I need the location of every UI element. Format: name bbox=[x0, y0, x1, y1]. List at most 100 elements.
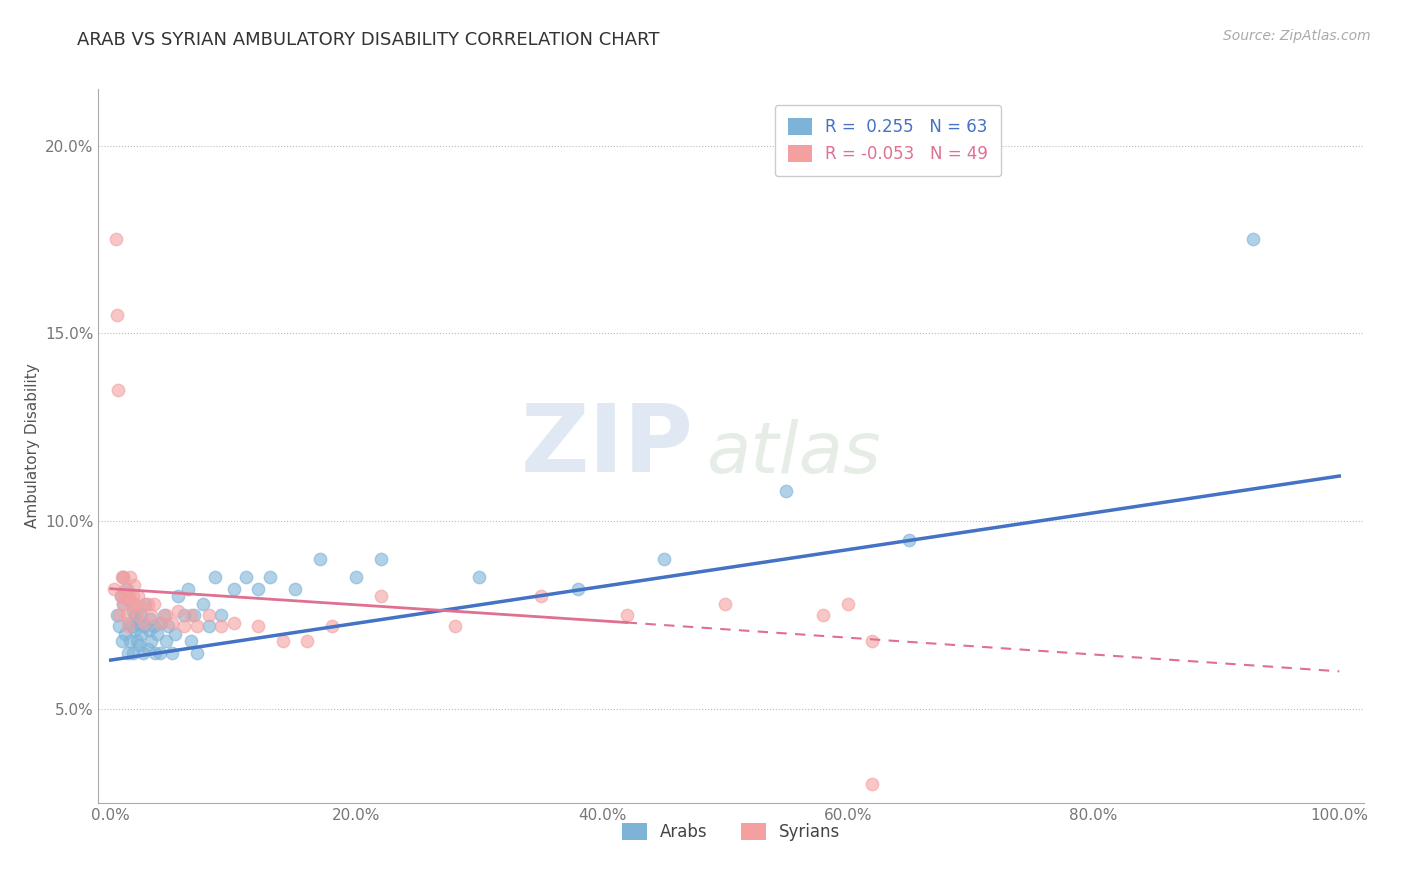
Point bbox=[173, 607, 195, 622]
Point bbox=[652, 551, 675, 566]
Point bbox=[127, 615, 149, 630]
Point bbox=[204, 570, 226, 584]
Point bbox=[115, 607, 138, 622]
Point bbox=[160, 615, 183, 630]
Point bbox=[131, 600, 153, 615]
Point bbox=[860, 634, 883, 648]
Y-axis label: Ambulatory Disability: Ambulatory Disability bbox=[25, 364, 39, 528]
Point bbox=[128, 638, 150, 652]
Point bbox=[131, 627, 153, 641]
Text: ARAB VS SYRIAN AMBULATORY DISABILITY CORRELATION CHART: ARAB VS SYRIAN AMBULATORY DISABILITY COR… bbox=[77, 31, 659, 49]
Point bbox=[143, 646, 166, 660]
Point bbox=[149, 646, 172, 660]
Point bbox=[222, 582, 245, 596]
Text: atlas: atlas bbox=[706, 418, 880, 488]
Point bbox=[124, 623, 146, 637]
Point bbox=[370, 551, 392, 566]
Point bbox=[247, 619, 270, 633]
Point bbox=[149, 615, 172, 630]
Point bbox=[132, 615, 155, 630]
Point bbox=[468, 570, 491, 584]
Point bbox=[180, 607, 202, 622]
Point bbox=[142, 619, 165, 633]
Point bbox=[120, 634, 142, 648]
Point bbox=[124, 607, 146, 622]
Point bbox=[714, 597, 737, 611]
Point bbox=[142, 597, 165, 611]
Point bbox=[141, 634, 163, 648]
Point bbox=[530, 589, 553, 603]
Point bbox=[1241, 232, 1264, 246]
Point bbox=[167, 589, 190, 603]
Point bbox=[173, 619, 195, 633]
Point bbox=[146, 627, 169, 641]
Point bbox=[180, 634, 202, 648]
Point bbox=[120, 570, 142, 584]
Point bbox=[163, 627, 186, 641]
Point bbox=[108, 619, 131, 633]
Point bbox=[136, 597, 159, 611]
Point bbox=[118, 615, 141, 630]
Legend: Arabs, Syrians: Arabs, Syrians bbox=[614, 816, 848, 848]
Point bbox=[297, 634, 319, 648]
Point bbox=[247, 582, 270, 596]
Point bbox=[177, 582, 200, 596]
Point bbox=[121, 646, 143, 660]
Point bbox=[198, 607, 221, 622]
Point bbox=[616, 607, 638, 622]
Point bbox=[121, 597, 143, 611]
Point bbox=[443, 619, 465, 633]
Point bbox=[813, 607, 835, 622]
Point bbox=[235, 570, 257, 584]
Point bbox=[111, 634, 134, 648]
Point bbox=[186, 619, 208, 633]
Point bbox=[344, 570, 367, 584]
Point bbox=[121, 619, 143, 633]
Point bbox=[111, 570, 134, 584]
Point bbox=[111, 570, 134, 584]
Point bbox=[271, 634, 294, 648]
Point bbox=[107, 383, 129, 397]
Point bbox=[105, 607, 128, 622]
Point bbox=[131, 646, 153, 660]
Point bbox=[117, 646, 139, 660]
Point bbox=[837, 597, 859, 611]
Point bbox=[114, 582, 136, 596]
Point bbox=[284, 582, 307, 596]
Point bbox=[118, 593, 141, 607]
Point bbox=[121, 589, 143, 603]
Point bbox=[860, 777, 883, 791]
Point bbox=[114, 627, 136, 641]
Point bbox=[308, 551, 330, 566]
Point bbox=[110, 589, 132, 603]
Point bbox=[124, 597, 146, 611]
Point bbox=[118, 589, 141, 603]
Point bbox=[111, 597, 134, 611]
Point bbox=[775, 484, 797, 499]
Point bbox=[117, 619, 139, 633]
Point bbox=[157, 619, 180, 633]
Point bbox=[105, 308, 128, 322]
Point bbox=[125, 634, 148, 648]
Point bbox=[160, 646, 183, 660]
Point bbox=[209, 619, 232, 633]
Point bbox=[139, 612, 162, 626]
Point bbox=[259, 570, 281, 584]
Point bbox=[132, 619, 155, 633]
Point bbox=[108, 607, 131, 622]
Point bbox=[222, 615, 245, 630]
Point bbox=[152, 607, 174, 622]
Point bbox=[141, 607, 163, 622]
Point bbox=[321, 619, 343, 633]
Point bbox=[110, 589, 132, 603]
Point bbox=[138, 623, 160, 637]
Point bbox=[115, 582, 138, 596]
Point bbox=[104, 232, 127, 246]
Point bbox=[136, 641, 159, 656]
Point bbox=[155, 607, 177, 622]
Point bbox=[131, 607, 153, 622]
Point bbox=[191, 597, 214, 611]
Point bbox=[111, 570, 134, 584]
Point bbox=[155, 634, 177, 648]
Point bbox=[134, 597, 156, 611]
